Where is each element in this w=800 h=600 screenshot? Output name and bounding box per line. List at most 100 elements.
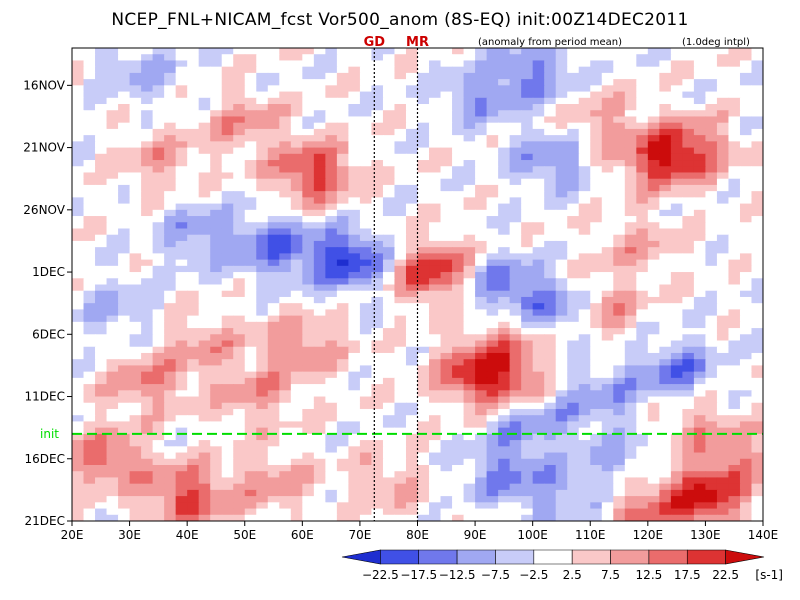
field-cell: [83, 191, 96, 198]
field-cell: [647, 296, 660, 304]
field-cell: [95, 514, 108, 521]
field-cell: [601, 259, 614, 267]
field-cell: [417, 390, 430, 398]
field-cell: [302, 259, 315, 267]
field-cell: [371, 135, 384, 142]
field-cell: [72, 247, 85, 254]
field-cell: [498, 184, 511, 192]
field-cell: [210, 514, 223, 521]
field-cell: [382, 489, 396, 497]
field-cell: [221, 104, 234, 111]
field-cell: [198, 464, 211, 472]
field-cell: [152, 197, 165, 205]
field-cell: [382, 346, 396, 354]
field-cell: [544, 116, 557, 124]
field-cell: [624, 128, 637, 136]
field-cell: [233, 178, 246, 186]
field-cell: [371, 352, 384, 360]
field-cell: [567, 116, 580, 124]
field-cell: [452, 452, 465, 460]
field-cell: [118, 66, 131, 74]
field-cell: [256, 346, 269, 354]
field-cell: [325, 272, 338, 279]
field-cell: [175, 384, 188, 391]
field-cell: [290, 147, 303, 155]
field-cell: [693, 359, 707, 366]
field-cell: [739, 265, 753, 273]
field-cell: [256, 433, 269, 441]
field-cell: [498, 60, 511, 68]
field-cell: [613, 371, 626, 379]
field-cell: [440, 116, 453, 124]
field-cell: [716, 247, 730, 254]
field-cell: [106, 203, 119, 211]
field-cell: [659, 172, 672, 180]
field-cell: [624, 97, 637, 105]
field-cell: [613, 116, 626, 124]
field-cell: [670, 128, 683, 136]
field-cell: [751, 272, 763, 279]
field-cell: [83, 340, 96, 348]
field-cell: [290, 489, 303, 497]
field-cell: [429, 496, 442, 503]
field-cell: [313, 290, 326, 298]
field-cell: [693, 240, 707, 248]
field-cell: [567, 359, 580, 366]
field-cell: [106, 427, 119, 435]
field-cell: [670, 66, 683, 74]
field-cell: [601, 296, 614, 304]
field-cell: [72, 278, 85, 286]
field-cell: [256, 166, 269, 174]
field-cell: [682, 328, 695, 335]
field-cell: [141, 303, 154, 310]
field-cell: [118, 483, 131, 491]
field-cell: [544, 191, 557, 198]
field-cell: [371, 508, 384, 516]
field-cell: [463, 396, 476, 404]
field-cell: [164, 458, 177, 466]
field-cell: [244, 222, 257, 230]
field-cell: [129, 514, 142, 521]
field-cell: [405, 496, 419, 503]
field-cell: [187, 48, 200, 55]
field-cell: [739, 178, 753, 186]
field-cell: [705, 166, 718, 174]
field-cell: [302, 328, 315, 335]
field-cell: [371, 110, 384, 118]
field-cell: [267, 340, 280, 348]
field-cell: [705, 452, 718, 460]
field-cell: [659, 415, 672, 423]
field-cell: [440, 172, 453, 180]
field-cell: [187, 328, 200, 335]
field-cell: [371, 483, 384, 491]
field-cell: [670, 502, 683, 510]
field-cell: [72, 508, 85, 516]
field-cell: [463, 458, 476, 466]
field-cell: [210, 85, 223, 93]
field-cell: [336, 172, 349, 180]
field-cell: [509, 427, 522, 435]
field-cell: [613, 128, 626, 136]
field-cell: [267, 452, 280, 460]
field-cell: [429, 440, 442, 447]
field-cell: [302, 278, 315, 286]
field-cell: [498, 390, 511, 398]
colorbar-swatch: [533, 549, 573, 565]
field-cell: [670, 209, 683, 217]
field-cell: [532, 209, 545, 217]
field-cell: [221, 85, 234, 93]
field-cell: [325, 240, 338, 248]
field-cell: [475, 433, 488, 441]
field-cell: [601, 359, 614, 366]
field-cell: [544, 340, 557, 348]
field-cell: [578, 433, 591, 441]
field-cell: [325, 359, 338, 366]
field-cell: [106, 128, 119, 136]
field-cell: [498, 272, 511, 279]
field-cell: [221, 446, 234, 454]
field-cell: [152, 259, 165, 267]
field-cell: [290, 191, 303, 198]
field-cell: [221, 79, 234, 86]
field-cell: [106, 147, 119, 155]
field-cell: [486, 110, 499, 118]
